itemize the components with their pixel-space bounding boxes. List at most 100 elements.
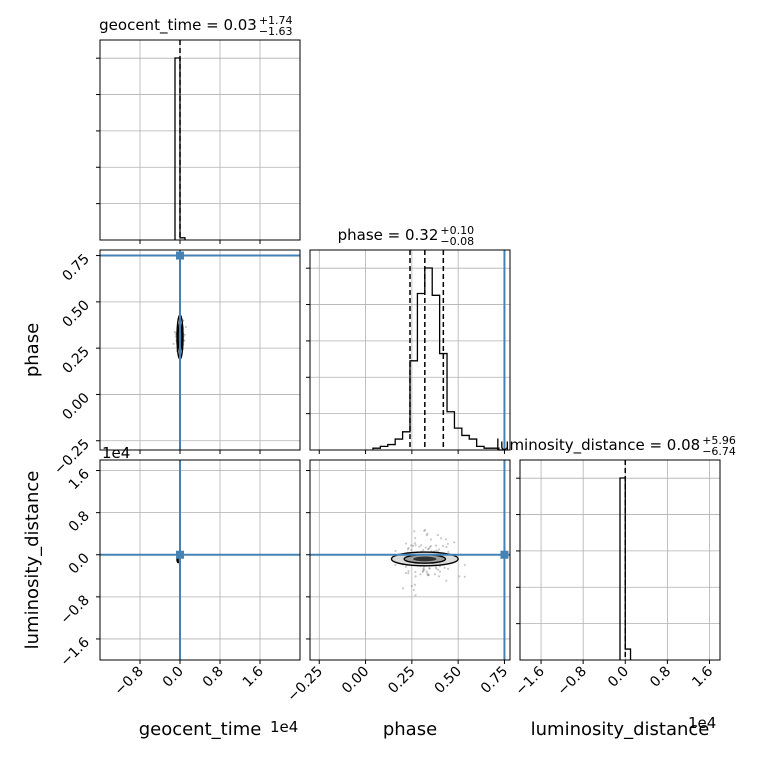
x-axis-label-phase: phase [383, 719, 437, 740]
sample-point [436, 568, 440, 571]
sample-point [172, 342, 175, 345]
sample-point [183, 333, 186, 336]
sample-point [423, 529, 427, 532]
sample-point [414, 594, 417, 597]
sample-point [427, 547, 431, 550]
sample-point [434, 544, 438, 547]
sample-point [394, 563, 397, 567]
panel-hist-luminosity_distance [519, 459, 721, 661]
sample-point [418, 545, 421, 548]
x-tick-label: −0.8 [111, 664, 146, 699]
truth-marker [176, 550, 184, 559]
x-tick-label: −0.25 [284, 664, 326, 706]
x-tick-label: 0.50 [432, 664, 465, 697]
sample-point [447, 550, 450, 553]
sample-point [434, 566, 438, 569]
sample-point [463, 575, 466, 578]
sample-point [422, 548, 425, 552]
sample-point [426, 532, 429, 535]
sample-point [413, 530, 416, 533]
sample-point [407, 546, 410, 550]
sample-point [394, 549, 397, 553]
panel-hist-phase [309, 249, 511, 451]
sample-point [420, 544, 423, 547]
sample-point [423, 529, 426, 532]
sample-point [422, 568, 425, 571]
sample-point [421, 570, 424, 573]
sample-point [184, 325, 188, 329]
title-sub-geocent_time: −1.63 [259, 25, 293, 38]
y-tick-label: 0.8 [66, 508, 93, 535]
sample-point [429, 538, 433, 541]
title-geocent_time: geocent_time = 0.03 [99, 16, 257, 35]
sample-point [427, 573, 430, 576]
sample-point [435, 567, 438, 570]
sample-point [407, 570, 410, 573]
sample-point [427, 574, 430, 577]
sample-point [173, 330, 176, 334]
y-offset-luminosity_distance: 1e4 [102, 444, 130, 462]
sample-point [412, 588, 416, 592]
panel-luminosity_distance-vs-phase [309, 459, 511, 661]
title-luminosity_distance: luminosity_distance = 0.08 [496, 436, 700, 455]
title-sub-phase: −0.08 [440, 235, 474, 248]
x-tick-label: 0.25 [385, 664, 418, 697]
sample-point [414, 570, 417, 574]
sample-point [424, 546, 427, 549]
ld-phase-density-peak [413, 556, 437, 562]
sample-point [174, 335, 177, 339]
sample-point [410, 544, 413, 547]
title-sup-geocent_time: +1.74 [259, 14, 293, 27]
sample-point [404, 571, 407, 575]
x-offset-luminosity_distance: 1e4 [688, 714, 716, 732]
sample-point [439, 537, 443, 540]
x-tick-label: −1.6 [513, 663, 548, 698]
sample-point [414, 575, 417, 578]
x-tick-label: 0.0 [160, 664, 187, 691]
sample-point [428, 566, 431, 570]
x-axis-label-geocent_time: geocent_time [139, 719, 262, 740]
truth-marker [500, 550, 509, 559]
sample-point [421, 569, 425, 573]
sample-point [407, 572, 410, 575]
title-phase: phase = 0.32 [338, 226, 439, 244]
sample-point [445, 545, 448, 549]
y-tick-label: −0.8 [57, 592, 92, 627]
sample-point [458, 575, 461, 578]
sample-point [425, 570, 428, 573]
x-tick-label: 0.00 [339, 664, 372, 697]
sample-point [428, 546, 432, 549]
truth-marker [176, 251, 184, 260]
y-tick-label: −1.6 [57, 634, 92, 669]
sample-point [422, 568, 426, 571]
sample-point [435, 549, 438, 552]
sample-point [425, 534, 429, 537]
x-tick-label: 1.6 [689, 663, 716, 690]
sample-point [414, 544, 417, 547]
sample-point [413, 542, 417, 545]
title-sub-luminosity_distance: −6.74 [702, 445, 736, 458]
y-axis-label-luminosity_distance: luminosity_distance [22, 471, 43, 650]
panel-hist-geocent_time [99, 39, 301, 241]
x-tick-label: 0.8 [200, 664, 227, 691]
histogram-phase [372, 267, 507, 451]
sample-point [413, 583, 417, 586]
title-sup-phase: +0.10 [440, 224, 474, 237]
sample-point [445, 579, 448, 582]
x-tick-label: 0.0 [605, 664, 632, 691]
panel-phase-vs-geocent_time [99, 249, 301, 451]
sample-point [437, 575, 441, 578]
sample-point [410, 549, 413, 552]
x-tick-label: 0.75 [478, 664, 511, 697]
sample-point [444, 538, 447, 541]
x-offset-geocent_time: 1e4 [270, 718, 298, 736]
ld-geocent-density-peak [177, 559, 180, 561]
sample-point [401, 587, 405, 590]
sample-point [422, 567, 425, 570]
sample-point [438, 570, 442, 573]
x-axis-label-luminosity_distance: luminosity_distance [531, 719, 710, 740]
histogram-luminosity_distance [619, 477, 632, 660]
sample-point [428, 567, 431, 570]
sample-point [426, 547, 430, 551]
